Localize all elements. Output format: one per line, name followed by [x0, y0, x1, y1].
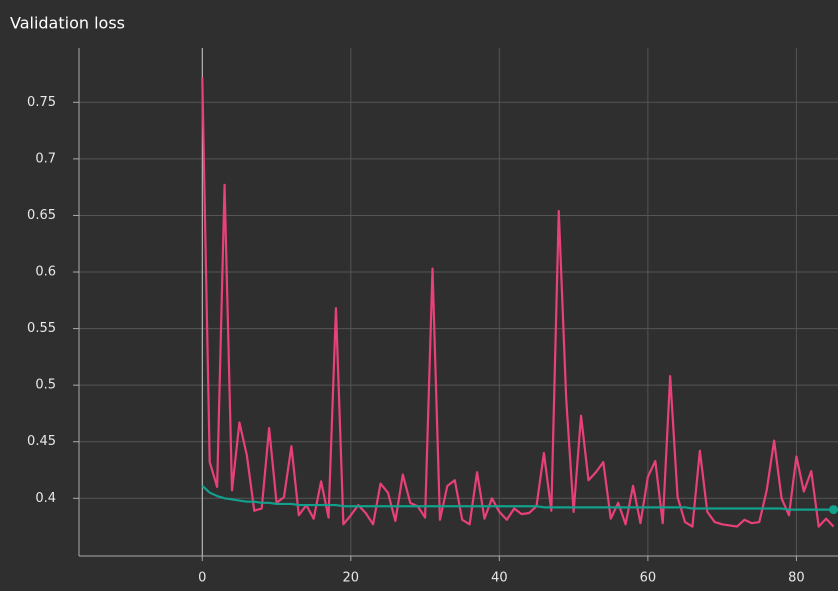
series-line [201, 77, 835, 528]
x-tick-label: 80 [788, 571, 805, 586]
y-tick-label: 0.65 [27, 208, 56, 223]
x-tick-label: 0 [198, 571, 206, 586]
x-tick-label: 40 [491, 571, 508, 586]
plot-area [201, 77, 835, 528]
grid [79, 48, 838, 556]
y-tick-label: 0.7 [35, 151, 56, 166]
y-tick-label: 0.5 [35, 378, 56, 393]
y-tick-label: 0.45 [27, 434, 56, 449]
series-line [201, 485, 834, 511]
chart-title: Validation loss [10, 14, 125, 33]
y-tick-label: 0.6 [35, 265, 56, 280]
y-tick-label: 0.55 [27, 321, 56, 336]
y-tick-label: 0.4 [35, 491, 56, 506]
x-tick-label: 20 [343, 571, 360, 586]
x-tick-label: 60 [640, 571, 657, 586]
y-tick-label: 0.75 [27, 95, 56, 110]
end-point [829, 505, 838, 515]
